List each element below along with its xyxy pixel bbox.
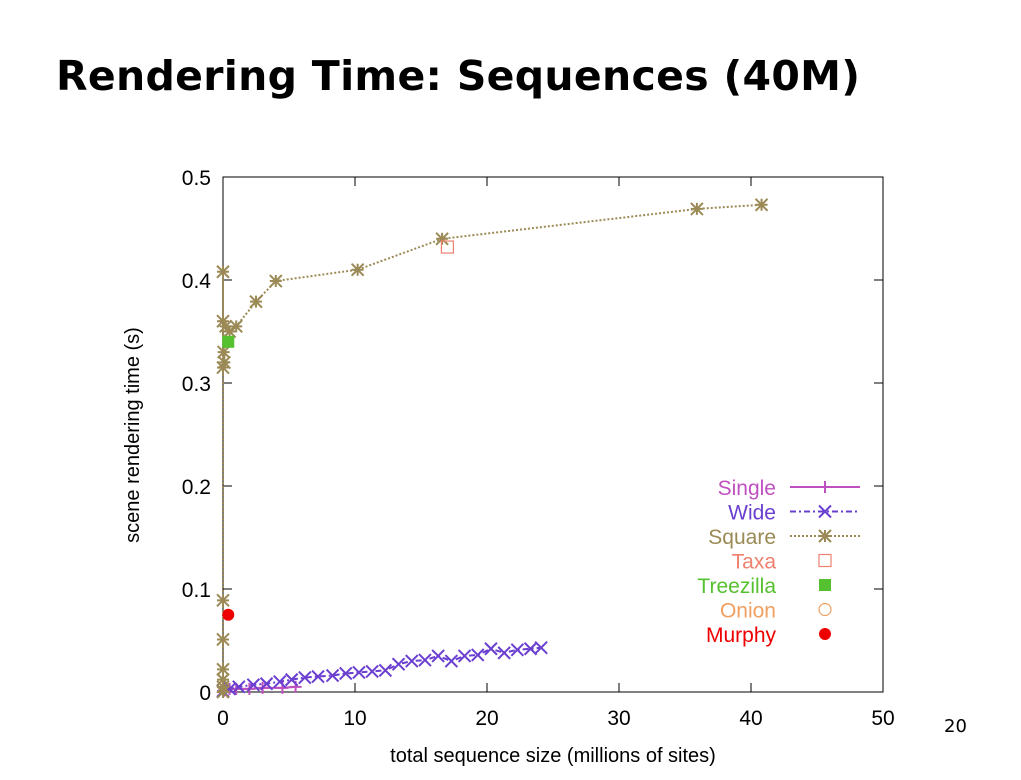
legend-marker-treezilla bbox=[819, 579, 831, 591]
data-point-square bbox=[690, 202, 704, 216]
data-point-wide bbox=[298, 670, 312, 685]
data-point-murphy bbox=[222, 608, 235, 621]
legend-marker-single bbox=[819, 481, 831, 493]
legend-label-square: Square bbox=[708, 526, 776, 549]
legend-label-treezilla: Treezilla bbox=[697, 575, 776, 598]
x-tick-label: 30 bbox=[607, 707, 630, 730]
y-tick-label: 0 bbox=[199, 682, 211, 705]
data-point-square bbox=[222, 324, 237, 339]
data-point-wide bbox=[352, 665, 366, 680]
data-point-wide bbox=[405, 654, 419, 668]
legend-marker-onion bbox=[818, 602, 832, 617]
data-point-taxa bbox=[440, 240, 454, 254]
legend-label-onion: Onion bbox=[720, 600, 776, 623]
series-wide bbox=[216, 641, 548, 698]
data-point-wide bbox=[510, 643, 525, 657]
data-point-square bbox=[216, 680, 230, 694]
series-taxa bbox=[440, 240, 454, 254]
x-tick-label: 20 bbox=[475, 707, 498, 730]
series-murphy bbox=[222, 608, 235, 621]
data-point-wide bbox=[311, 669, 325, 684]
data-point-wide bbox=[391, 657, 406, 671]
data-point-square bbox=[754, 198, 769, 212]
legend-marker-murphy bbox=[819, 628, 831, 640]
data-point-wide bbox=[431, 649, 445, 663]
data-point-treezilla bbox=[222, 335, 235, 348]
data-point-square bbox=[216, 265, 230, 279]
x-tick-label: 10 bbox=[343, 707, 366, 730]
data-point-square bbox=[216, 314, 230, 328]
data-point-wide bbox=[365, 664, 379, 679]
legend-marker-wide bbox=[818, 504, 832, 519]
slide-title: Rendering Time: Sequences (40M) bbox=[56, 52, 861, 100]
data-point-square bbox=[216, 632, 230, 647]
data-point-wide bbox=[339, 666, 353, 681]
legend-marker-taxa bbox=[818, 553, 832, 568]
y-tick-label: 0.2 bbox=[182, 476, 211, 499]
series-layer bbox=[216, 198, 769, 699]
data-point-wide bbox=[232, 680, 246, 694]
legend-label-murphy: Murphy bbox=[706, 624, 777, 647]
data-point-square bbox=[217, 355, 232, 370]
data-point-square bbox=[216, 593, 230, 608]
data-point-square bbox=[216, 345, 231, 359]
data-point-square bbox=[435, 232, 449, 246]
y-tick-label: 0.3 bbox=[182, 373, 211, 396]
data-point-wide bbox=[523, 642, 538, 656]
data-point-wide bbox=[457, 649, 472, 663]
data-point-wide bbox=[378, 663, 393, 678]
legend-label-taxa: Taxa bbox=[732, 551, 777, 574]
legend-marker-square bbox=[818, 529, 832, 543]
data-point-square bbox=[216, 672, 230, 687]
y-axis-label: scene rendering time (s) bbox=[122, 327, 144, 543]
slide-number: 20 bbox=[944, 716, 967, 737]
x-tick-label: 50 bbox=[871, 707, 894, 730]
data-point-wide bbox=[246, 678, 261, 692]
data-point-wide bbox=[284, 672, 299, 687]
data-point-square bbox=[216, 662, 230, 677]
legend-label-wide: Wide bbox=[728, 502, 776, 525]
data-point-wide bbox=[484, 642, 498, 656]
series-square bbox=[216, 198, 769, 699]
y-tick-label: 0.4 bbox=[182, 270, 212, 293]
data-point-square bbox=[269, 274, 283, 288]
series-line-wide bbox=[222, 646, 542, 692]
x-tick-label: 0 bbox=[217, 707, 229, 730]
x-tick-label: 40 bbox=[739, 707, 762, 730]
axes: 0 10 20 30 40 50 0 0.1 0.2 0.3 0.4 0.5 bbox=[182, 167, 895, 730]
data-point-wide bbox=[418, 653, 432, 667]
data-point-wide bbox=[444, 654, 459, 668]
x-axis-label: total sequence size (millions of sites) bbox=[390, 745, 716, 767]
data-point-wide bbox=[259, 677, 274, 691]
data-point-wide bbox=[497, 646, 511, 660]
data-point-square bbox=[249, 294, 263, 309]
legend-label-single: Single bbox=[718, 477, 776, 500]
data-point-wide bbox=[534, 641, 548, 655]
y-tick-label: 0.5 bbox=[182, 167, 211, 190]
series-line-square bbox=[222, 203, 762, 692]
data-point-wide bbox=[471, 648, 485, 662]
data-point-square bbox=[229, 319, 243, 334]
y-tick-label: 0.1 bbox=[182, 579, 211, 602]
series-treezilla bbox=[222, 335, 235, 348]
data-point-wide bbox=[273, 674, 287, 689]
plot-frame bbox=[222, 176, 884, 693]
data-point-wide bbox=[325, 668, 340, 683]
data-point-square bbox=[216, 360, 230, 375]
data-point-square bbox=[350, 262, 365, 277]
